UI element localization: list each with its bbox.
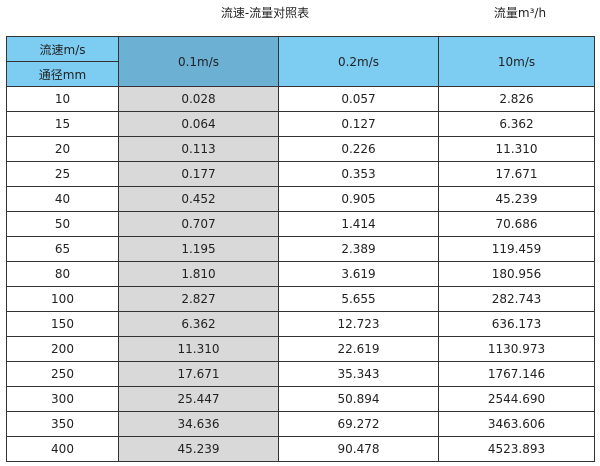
flow-cell: 34.636 bbox=[118, 411, 279, 437]
table-row: 100 2.827 5.655 282.743 bbox=[6, 286, 595, 312]
corner-velocity: 流速m/s bbox=[6, 36, 119, 62]
flow-cell: 282.743 bbox=[438, 286, 595, 312]
diameter-cell: 350 bbox=[6, 411, 119, 437]
table-row: 150 6.362 12.723 636.173 bbox=[6, 311, 595, 337]
flow-cell: 5.655 bbox=[278, 286, 439, 312]
corner-diameter: 通径mm bbox=[6, 61, 119, 87]
flow-cell: 0.177 bbox=[118, 161, 279, 187]
table-row: 80 1.810 3.619 180.956 bbox=[6, 261, 595, 287]
flow-cell: 2.826 bbox=[438, 86, 595, 112]
flow-cell: 25.447 bbox=[118, 386, 279, 412]
flow-cell: 3.619 bbox=[278, 261, 439, 287]
flow-cell: 0.452 bbox=[118, 186, 279, 212]
diameter-cell: 100 bbox=[6, 286, 119, 312]
flow-cell: 6.362 bbox=[118, 311, 279, 337]
flow-cell: 45.239 bbox=[118, 436, 279, 462]
table-row: 10 0.028 0.057 2.826 bbox=[6, 86, 595, 112]
flow-cell: 4523.893 bbox=[438, 436, 595, 462]
flow-cell: 35.343 bbox=[278, 361, 439, 387]
header-row: 流速m/s 0.1m/s 0.2m/s 10m/s bbox=[6, 36, 595, 87]
flow-cell: 2.827 bbox=[118, 286, 279, 312]
flow-cell: 0.113 bbox=[118, 136, 279, 162]
table-row: 20 0.113 0.226 11.310 bbox=[6, 136, 595, 162]
flow-cell: 17.671 bbox=[438, 161, 595, 187]
table-row: 40 0.452 0.905 45.239 bbox=[6, 186, 595, 212]
table-row: 50 0.707 1.414 70.686 bbox=[6, 211, 595, 237]
flow-cell: 1.195 bbox=[118, 236, 279, 262]
diameter-cell: 250 bbox=[6, 361, 119, 387]
flow-cell: 6.362 bbox=[438, 111, 595, 137]
diameter-cell: 50 bbox=[6, 211, 119, 237]
flow-cell: 0.064 bbox=[118, 111, 279, 137]
table-row: 250 17.671 35.343 1767.146 bbox=[6, 361, 595, 387]
diameter-cell: 25 bbox=[6, 161, 119, 187]
table-row: 200 11.310 22.619 1130.973 bbox=[6, 336, 595, 362]
diameter-cell: 150 bbox=[6, 311, 119, 337]
flow-cell: 2544.690 bbox=[438, 386, 595, 412]
flow-cell: 0.707 bbox=[118, 211, 279, 237]
table-row: 350 34.636 69.272 3463.606 bbox=[6, 411, 595, 437]
diameter-cell: 15 bbox=[6, 111, 119, 137]
unit-label: 流量m³/h bbox=[493, 6, 547, 20]
flow-cell: 0.028 bbox=[118, 86, 279, 112]
flow-cell: 90.478 bbox=[278, 436, 439, 462]
table-row: 15 0.064 0.127 6.362 bbox=[6, 111, 595, 137]
diameter-cell: 300 bbox=[6, 386, 119, 412]
flow-cell: 0.057 bbox=[278, 86, 439, 112]
flow-cell: 1130.973 bbox=[438, 336, 595, 362]
flow-cell: 11.310 bbox=[118, 336, 279, 362]
flow-cell: 0.226 bbox=[278, 136, 439, 162]
column-header: 10m/s bbox=[438, 36, 595, 87]
table-title: 流速-流量对照表 bbox=[220, 6, 310, 20]
diameter-cell: 400 bbox=[6, 436, 119, 462]
flow-cell: 69.272 bbox=[278, 411, 439, 437]
flow-cell: 0.353 bbox=[278, 161, 439, 187]
flow-cell: 1.810 bbox=[118, 261, 279, 287]
flow-cell: 50.894 bbox=[278, 386, 439, 412]
flow-cell: 180.956 bbox=[438, 261, 595, 287]
flow-cell: 3463.606 bbox=[438, 411, 595, 437]
column-header: 0.1m/s bbox=[118, 36, 279, 87]
flow-cell: 636.173 bbox=[438, 311, 595, 337]
header-row: 通径mm bbox=[6, 61, 595, 87]
table-row: 25 0.177 0.353 17.671 bbox=[6, 161, 595, 187]
flow-cell: 119.459 bbox=[438, 236, 595, 262]
flow-cell: 0.127 bbox=[278, 111, 439, 137]
flow-cell: 12.723 bbox=[278, 311, 439, 337]
flow-cell: 45.239 bbox=[438, 186, 595, 212]
flow-table: 流速m/s 0.1m/s 0.2m/s 10m/s 通径mm 10 0.028 0.… bbox=[6, 36, 595, 462]
flow-cell: 17.671 bbox=[118, 361, 279, 387]
flow-cell: 70.686 bbox=[438, 211, 595, 237]
diameter-cell: 20 bbox=[6, 136, 119, 162]
diameter-cell: 65 bbox=[6, 236, 119, 262]
column-header: 0.2m/s bbox=[278, 36, 439, 87]
flow-cell: 11.310 bbox=[438, 136, 595, 162]
diameter-cell: 200 bbox=[6, 336, 119, 362]
flow-cell: 2.389 bbox=[278, 236, 439, 262]
diameter-cell: 40 bbox=[6, 186, 119, 212]
diameter-cell: 10 bbox=[6, 86, 119, 112]
diameter-cell: 80 bbox=[6, 261, 119, 287]
table-row: 400 45.239 90.478 4523.893 bbox=[6, 436, 595, 462]
flow-cell: 1.414 bbox=[278, 211, 439, 237]
flow-cell: 22.619 bbox=[278, 336, 439, 362]
flow-cell: 0.905 bbox=[278, 186, 439, 212]
table-row: 65 1.195 2.389 119.459 bbox=[6, 236, 595, 262]
table-row: 300 25.447 50.894 2544.690 bbox=[6, 386, 595, 412]
flow-cell: 1767.146 bbox=[438, 361, 595, 387]
